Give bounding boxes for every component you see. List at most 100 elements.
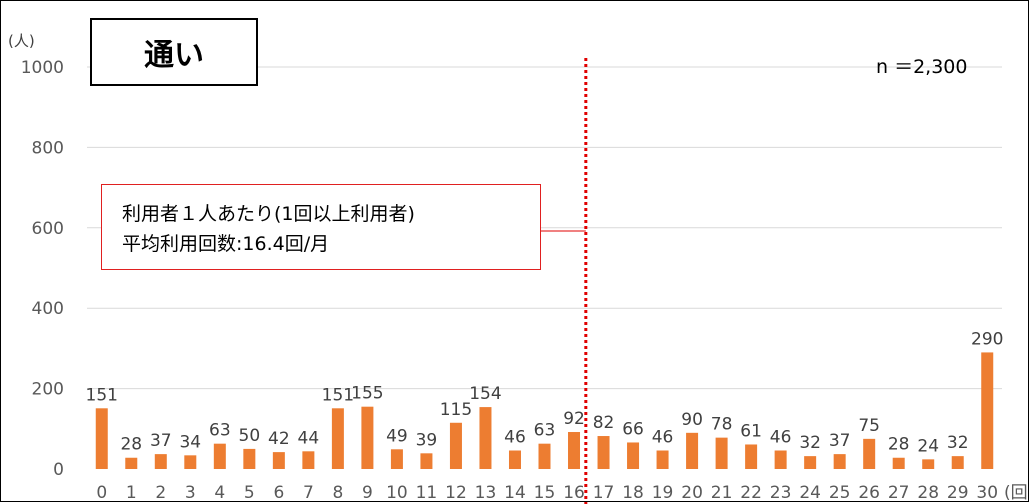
chart-title: 通い [90,18,258,86]
x-tick-label-24: 24 [799,483,821,503]
bar-7 [302,451,315,469]
x-tick-label-19: 19 [652,483,674,503]
x-tick-label-18: 18 [622,483,644,503]
y-tick-label-1000: 1000 [21,58,64,78]
data-label-19: 46 [652,428,674,448]
x-tick-label-28: 28 [917,483,939,503]
x-tick-label-21: 21 [711,483,733,503]
y-tick-label-600: 600 [32,219,64,239]
x-tick-label-10: 10 [386,483,408,503]
x-tick-label-23: 23 [770,483,792,503]
data-label-15: 63 [534,421,556,441]
data-label-14: 46 [504,428,526,448]
x-axis-ticks: 0 1 2 3 4 5 6 7 8 9 10 11 12 13 14 15 16 17 18 19 20 21 22 23 24… [96,483,998,503]
bar-10 [390,449,403,469]
data-label-30: 290 [971,329,1003,349]
bar-30 [981,352,994,469]
bar-4 [213,443,226,469]
data-label-26: 75 [858,416,880,436]
average-annotation-box: 利用者１人あたり(1回以上利用者) 平均利用回数:16.4回/月 [101,184,541,270]
bar-15 [538,443,551,469]
bar-1 [125,457,138,469]
x-tick-label-11: 11 [416,483,438,503]
x-axis-unit: (回 [1004,483,1028,503]
x-tick-label-22: 22 [740,483,762,503]
data-label-17: 82 [593,413,615,433]
bar-6 [272,452,285,469]
x-tick-label-13: 13 [475,483,497,503]
bar-11 [420,453,433,469]
bar-8 [331,408,344,469]
data-label-12: 115 [440,400,472,420]
bar-14 [508,450,521,469]
data-label-8: 151 [322,385,354,405]
bar-0 [95,408,108,469]
x-tick-label-8: 8 [332,483,343,503]
x-tick-label-1: 1 [126,483,137,503]
bar-26 [863,438,876,469]
x-tick-label-15: 15 [534,483,556,503]
data-label-28: 24 [917,436,939,456]
data-label-3: 34 [179,432,201,452]
data-label-1: 28 [120,435,142,455]
bar-16 [568,432,581,469]
bar-12 [449,422,462,469]
bar-5 [243,448,256,469]
y-axis-ticks: 0 200 400 600 800 1000 [21,58,64,480]
y-tick-label-400: 400 [32,299,64,319]
annotation-line-1: 利用者１人あたり(1回以上利用者) [122,203,415,225]
bar-22 [745,444,758,469]
bar-27 [892,457,905,469]
bar-9 [361,406,374,469]
data-label-23: 46 [770,428,792,448]
x-tick-label-29: 29 [947,483,969,503]
x-tick-label-12: 12 [445,483,467,503]
x-tick-label-4: 4 [214,483,225,503]
bar-13 [479,407,492,469]
bar-28 [922,459,935,469]
bar-18 [627,442,640,469]
bar-21 [715,437,728,469]
data-label-13: 154 [469,384,501,404]
x-tick-label-3: 3 [185,483,196,503]
x-tick-label-16: 16 [563,483,585,503]
data-label-2: 37 [150,431,172,451]
x-tick-label-27: 27 [888,483,910,503]
data-label-18: 66 [622,419,644,439]
y-tick-label-800: 800 [32,138,64,158]
data-label-27: 28 [888,435,910,455]
sample-size-label: n ＝2,300 [876,56,968,78]
x-tick-label-7: 7 [303,483,314,503]
data-label-5: 50 [239,426,261,446]
data-label-7: 44 [298,428,320,448]
data-label-25: 37 [829,431,851,451]
x-tick-label-14: 14 [504,483,526,503]
y-tick-label-0: 0 [53,460,64,480]
data-label-22: 61 [740,421,762,441]
x-tick-label-2: 2 [155,483,166,503]
bar-25 [833,454,846,469]
x-tick-label-5: 5 [244,483,255,503]
y-tick-label-200: 200 [32,380,64,400]
bar-23 [774,450,787,469]
data-label-24: 32 [799,433,821,453]
x-tick-label-6: 6 [273,483,284,503]
bar-24 [804,456,817,469]
x-tick-label-20: 20 [681,483,703,503]
data-label-0: 151 [86,385,118,405]
bar-20 [686,432,699,469]
x-tick-label-30: 30 [976,483,998,503]
data-label-4: 63 [209,421,231,441]
data-label-11: 39 [416,430,438,450]
data-label-9: 155 [351,384,383,404]
data-label-16: 92 [563,409,585,429]
bar-2 [154,454,167,469]
bar-3 [184,455,197,469]
bar-29 [951,456,964,469]
data-label-10: 49 [386,426,408,446]
x-tick-label-9: 9 [362,483,373,503]
x-tick-label-0: 0 [96,483,107,503]
